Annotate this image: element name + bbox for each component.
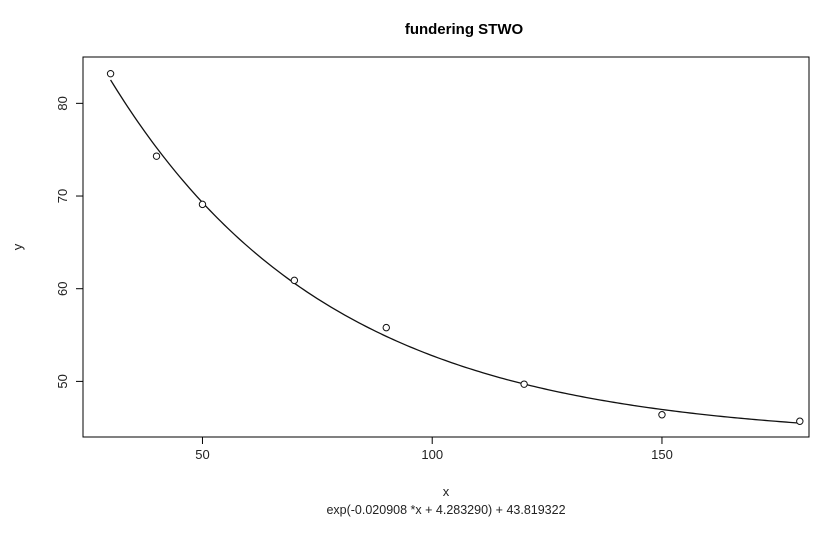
data-point: [198, 200, 207, 209]
y-tick-label: 50: [55, 374, 70, 388]
fitted-curve: [110, 79, 800, 424]
chart-title: fundering STWO: [405, 21, 524, 38]
plot-frame: [82, 56, 810, 438]
x-axis-label: x: [443, 484, 450, 499]
y-axis-label: y: [10, 243, 25, 250]
x-axis: 50 100 150: [195, 437, 673, 462]
data-point: [290, 276, 299, 285]
data-point: [520, 380, 528, 388]
y-axis: 50 60 70 80: [55, 96, 83, 389]
formula-label: exp(-0.020908 *x + 4.283290) + 43.819322: [326, 503, 565, 517]
data-points: [106, 69, 804, 425]
x-tick-label: 50: [195, 447, 209, 462]
y-tick-label: 80: [55, 96, 70, 110]
x-tick-label: 150: [651, 447, 673, 462]
data-point: [152, 152, 161, 160]
x-tick-label: 100: [421, 447, 443, 462]
data-point: [796, 417, 804, 425]
data-point: [106, 69, 115, 78]
y-tick-label: 60: [55, 281, 70, 295]
y-tick-label: 70: [55, 189, 70, 203]
data-point: [658, 411, 666, 419]
data-point: [382, 323, 390, 332]
